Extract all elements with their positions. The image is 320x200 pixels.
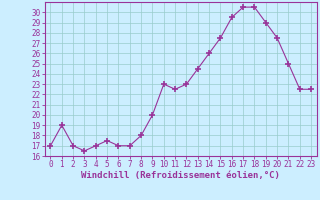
X-axis label: Windchill (Refroidissement éolien,°C): Windchill (Refroidissement éolien,°C): [81, 171, 280, 180]
